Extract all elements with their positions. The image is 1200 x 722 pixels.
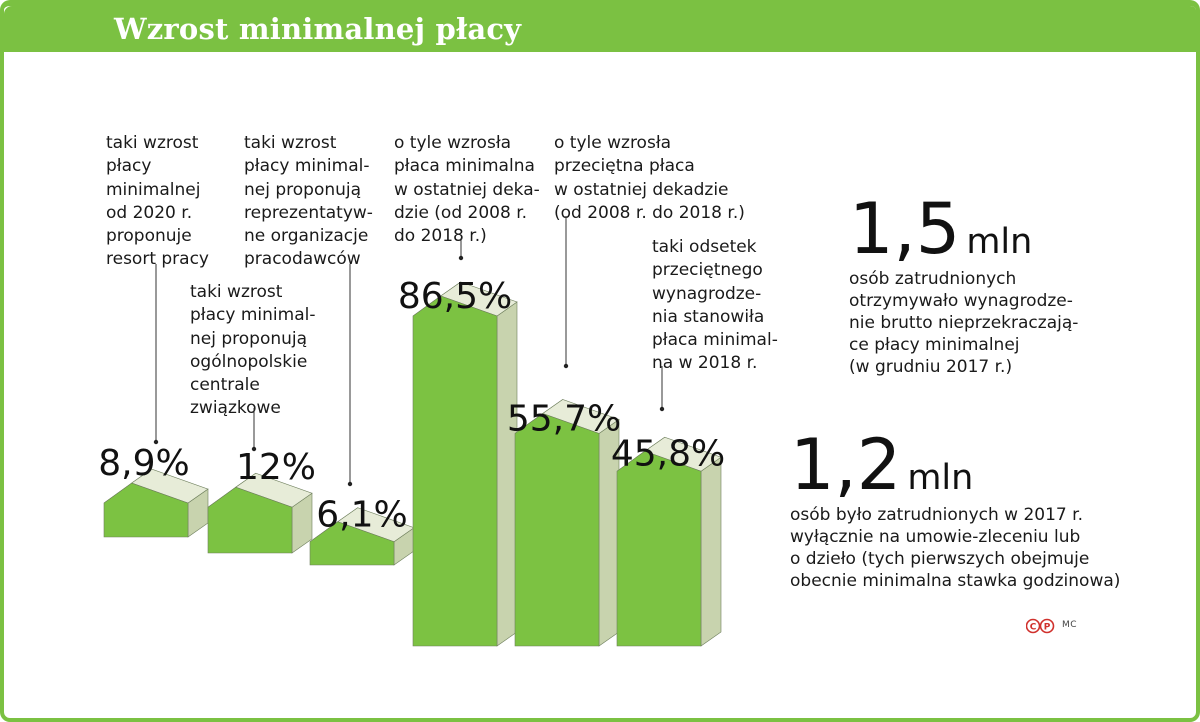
svg-text:P: P	[1044, 623, 1051, 633]
stat-description-1: osób zatrudnionych otrzymywało wynagrodz…	[849, 269, 1079, 377]
stat-number-1: 1,5	[849, 188, 961, 270]
note-resort-pracy: taki wzrost płacy minimalnej od 2020 r. …	[106, 133, 209, 270]
bar-1-front	[103, 482, 189, 538]
stat-value-1: 1,5 mln	[849, 194, 1032, 277]
note-organizacje-pracodawcow: taki wzrost płacy minimal- nej proponują…	[244, 133, 373, 270]
bar-6-front	[616, 450, 702, 647]
bar-4-leader-dot	[458, 255, 464, 261]
bar-6-value-label: 45,8%	[611, 433, 725, 474]
stat-unit-2: mln	[907, 458, 974, 498]
bar-5-leader-dot	[563, 363, 569, 369]
cp-logo-p-icon: P	[1040, 618, 1055, 634]
bar-chart: 8,9% 12%6,1% 86,5% 55,7%45,8%	[98, 216, 725, 647]
bar-5-front	[514, 413, 600, 647]
bar-4-value-label: 86,5%	[398, 276, 512, 317]
bar-1-value-label: 8,9%	[98, 443, 189, 484]
stat-description-2: osób było zatrudnionych w 2017 r. wyłącz…	[790, 505, 1121, 591]
note-odsetek-przecietnego: taki odsetek przeciętnego wynagrodze- ni…	[652, 237, 778, 374]
bar-2-value-label: 12%	[236, 447, 316, 488]
bar-3-leader-dot	[347, 481, 353, 487]
bar-2-front	[207, 486, 293, 554]
stat-number-2: 1,2	[790, 424, 902, 506]
cp-logo-icon: C	[1026, 618, 1041, 634]
bar-3-front	[309, 521, 395, 566]
note-wzrost-placy-minimalnej: o tyle wzrosła płaca minimalna w ostatni…	[394, 133, 540, 247]
author-initials: MC	[1062, 620, 1078, 630]
note-centrale-zwiazkowe: taki wzrost płacy minimal- nej proponują…	[190, 282, 316, 419]
bar-2-leader-dot	[251, 446, 257, 452]
bar-6-side	[700, 456, 722, 647]
header-band: Wzrost minimalnej płacy	[4, 6, 1196, 52]
bar-4-front	[412, 295, 498, 647]
note-wzrost-przecietnej-placy: o tyle wzrosła przeciętna płaca w ostatn…	[554, 133, 745, 223]
bar-5-value-label: 55,7%	[507, 399, 621, 440]
stat-unit-1: mln	[966, 222, 1033, 262]
stat-value-2: 1,2 mln	[790, 430, 973, 513]
page-title: Wzrost minimalnej płacy	[114, 12, 522, 46]
bar-6-leader-dot	[659, 406, 665, 412]
svg-text:C: C	[1030, 623, 1037, 633]
bar-4-side	[496, 301, 518, 647]
bar-1-leader-dot	[153, 439, 159, 445]
bar-3-value-label: 6,1%	[316, 495, 407, 536]
